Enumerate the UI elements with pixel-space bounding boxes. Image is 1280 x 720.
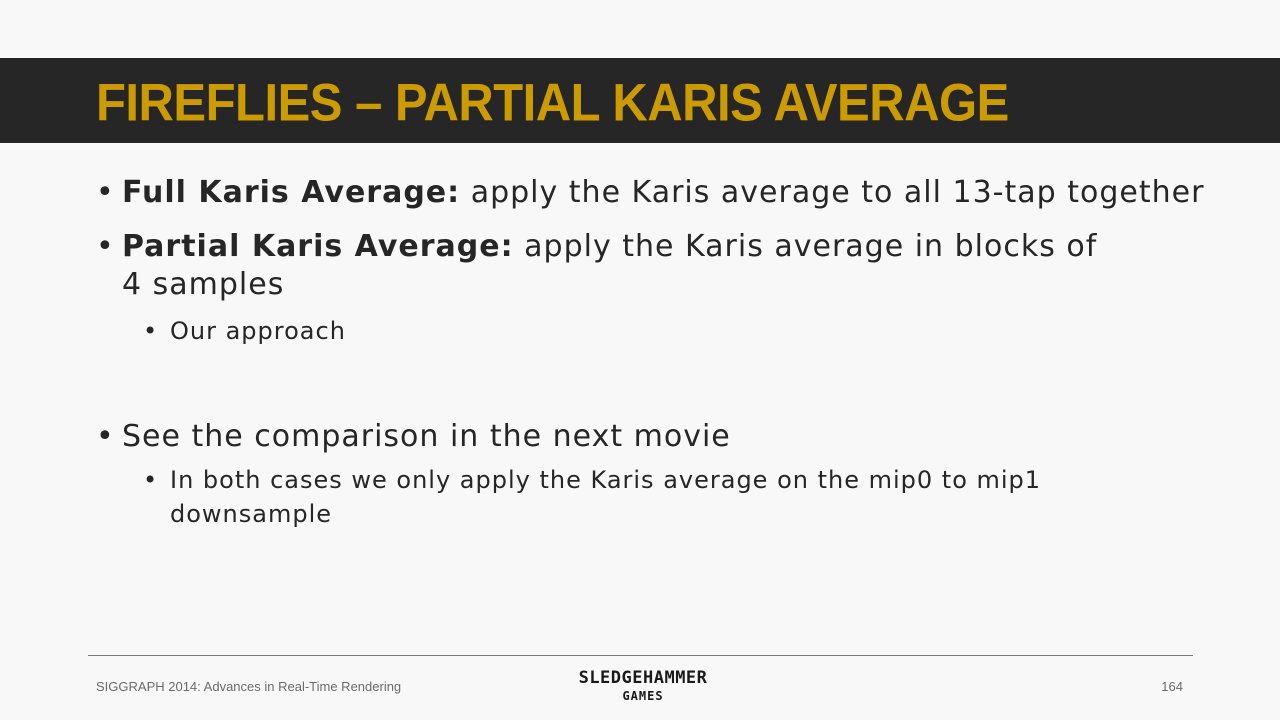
logo-line2: GAMES xyxy=(622,689,664,703)
bullet-text: Full Karis Average: apply the Karis aver… xyxy=(122,174,1204,212)
footer-conference: SIGGRAPH 2014: Advances in Real-Time Ren… xyxy=(96,679,402,694)
bullet-full-karis: • Full Karis Average: apply the Karis av… xyxy=(96,174,1206,212)
title-bar: FIREFLIES – PARTIAL KARIS AVERAGE xyxy=(0,58,1280,143)
sledgehammer-games-logo: SLEDGEHAMMER GAMES xyxy=(562,668,724,704)
bullet-text: See the comparison in the next movie xyxy=(122,419,731,454)
bullet-icon: • xyxy=(96,419,114,454)
sub-bullet-our-approach: • Our approach xyxy=(143,314,1203,348)
bullet-term: Partial Karis Average: xyxy=(122,229,514,264)
slide-title: FIREFLIES – PARTIAL KARIS AVERAGE xyxy=(96,74,1009,133)
logo-line1: SLEDGEHAMMER xyxy=(578,668,708,688)
bullet-description: apply the Karis average in blocks of 4 s… xyxy=(122,229,1098,302)
bullet-description: apply the Karis average to all 13-tap to… xyxy=(460,175,1205,210)
sub-bullet-both-cases: • In both cases we only apply the Karis … xyxy=(143,463,1203,531)
bullet-term: Full Karis Average: xyxy=(122,175,461,210)
sub-bullet-text: In both cases we only apply the Karis av… xyxy=(170,466,1042,528)
bullet-icon: • xyxy=(96,229,114,264)
slide-body: • Full Karis Average: apply the Karis av… xyxy=(96,174,1206,531)
sub-bullet-text: Our approach xyxy=(170,317,346,345)
sub-bullet-icon: • xyxy=(143,317,158,345)
bullet-text: Partial Karis Average: apply the Karis a… xyxy=(122,228,1122,304)
bullet-icon: • xyxy=(96,175,114,210)
bullet-see-comparison: • See the comparison in the next movie xyxy=(96,418,1206,456)
sub-bullet-icon: • xyxy=(143,466,158,494)
footer-divider xyxy=(88,655,1193,656)
bullet-partial-karis: • Partial Karis Average: apply the Karis… xyxy=(96,228,1206,304)
page-number: 164 xyxy=(1161,679,1183,694)
